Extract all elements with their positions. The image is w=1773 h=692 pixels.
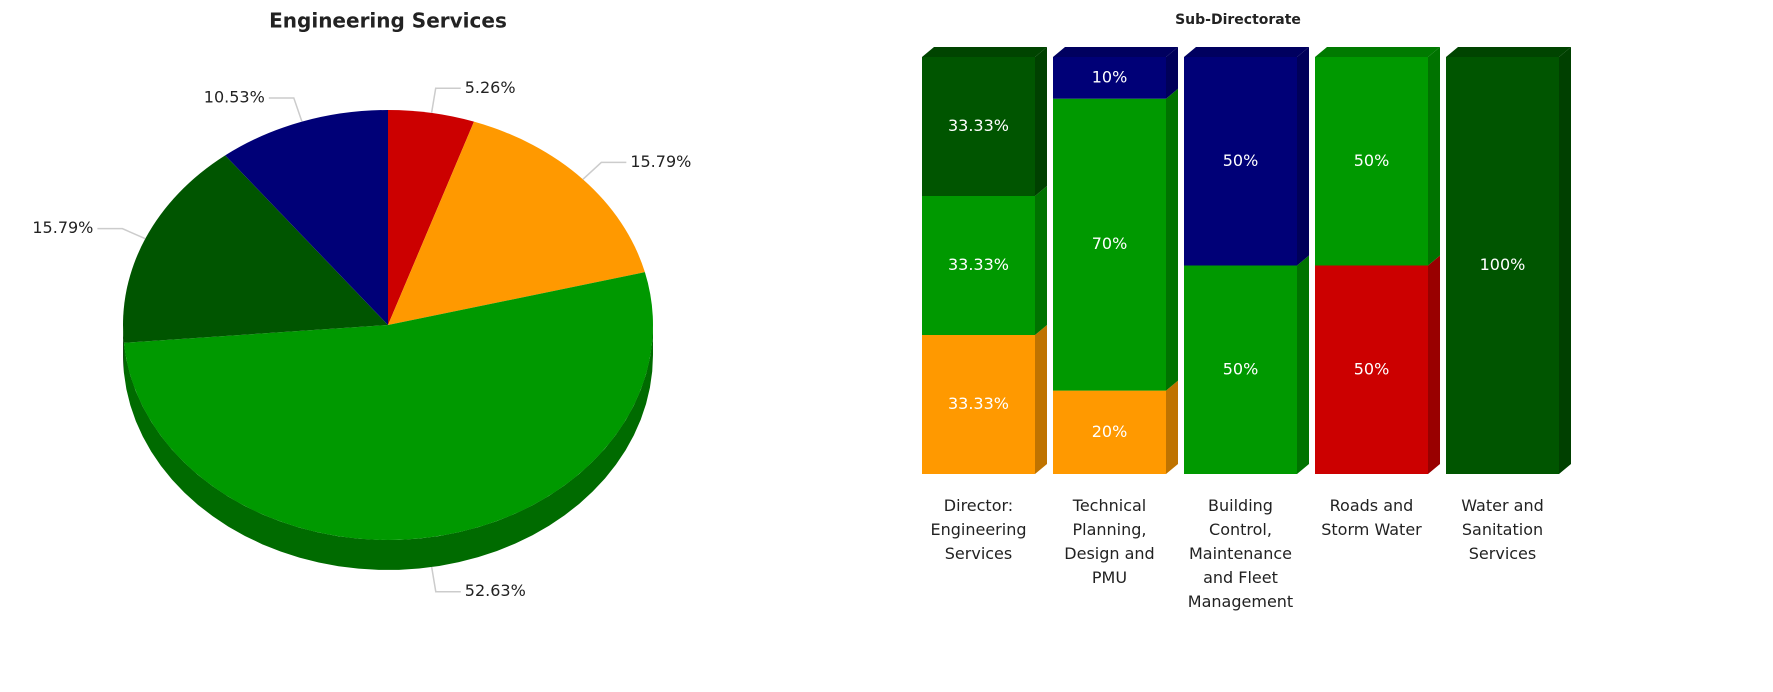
pie-slice: [388, 110, 474, 325]
leader-line: [268, 97, 303, 122]
pie-label: 10.53%: [204, 88, 265, 107]
bar-label: 20%: [1092, 422, 1128, 441]
bar-side: [1559, 47, 1571, 474]
bar-top: [1315, 47, 1440, 57]
bar-side: [1035, 186, 1047, 335]
x-tick-label: Technical Planning, Design and PMU: [1064, 496, 1154, 587]
bar-label: 50%: [1354, 151, 1390, 170]
bar-label: 70%: [1092, 234, 1128, 253]
pie-label: 5.26%: [465, 78, 516, 97]
bar-segment: [1053, 98, 1166, 391]
bar-segment: [1315, 57, 1428, 266]
x-tick-label: Building Control, Maintenance and Fleet Mana…: [1188, 496, 1293, 611]
bar-top: [1184, 47, 1309, 57]
bar-side: [1035, 47, 1047, 196]
bar-segment: [1315, 265, 1428, 474]
bar-label: 100%: [1480, 255, 1526, 274]
leader-line: [97, 227, 146, 240]
leader-line: [430, 566, 461, 593]
pie-slice: [123, 272, 654, 541]
pie-label: 52.63%: [465, 581, 526, 600]
pie-slice: [225, 110, 388, 325]
bar-label: 33.33%: [948, 255, 1009, 274]
bar-top: [1446, 47, 1571, 57]
pie-slice: [388, 121, 645, 326]
bar-side: [1166, 380, 1178, 474]
bar-label: 10%: [1092, 67, 1128, 86]
bar-side: [1428, 47, 1440, 266]
bar-segment: [1184, 265, 1297, 474]
pie-label: 15.79%: [630, 152, 691, 171]
pie-label: 15.79%: [32, 218, 93, 237]
bar-label: 50%: [1223, 359, 1259, 378]
bar-segment: [1053, 390, 1166, 474]
pie-side: [123, 325, 124, 373]
bar-top: [922, 47, 1047, 57]
bar-segment: [1184, 57, 1297, 266]
bar-segment: [1446, 57, 1559, 474]
bar-side: [1297, 47, 1309, 266]
x-tick-label: Director: Engineering Services: [931, 496, 1027, 563]
bar-label: 50%: [1223, 151, 1259, 170]
bar-side: [1035, 325, 1047, 474]
bar-side: [1166, 47, 1178, 99]
bar-segment: [922, 335, 1035, 474]
pie-slice: [122, 155, 388, 343]
x-tick-label: Roads and Storm Water: [1321, 496, 1422, 539]
bar-segment: [922, 57, 1035, 196]
bar-top: [1053, 47, 1178, 57]
bar-segment: [1053, 57, 1166, 99]
bar-label: 33.33%: [948, 394, 1009, 413]
x-tick-label: Water and Sanitation Services: [1461, 496, 1543, 563]
leader-line: [582, 161, 627, 180]
bar-side: [1166, 88, 1178, 391]
bar-title: Sub-Directorate: [1175, 12, 1301, 28]
bar-side: [1428, 255, 1440, 474]
bar-label: 50%: [1354, 359, 1390, 378]
bar-label: 33.33%: [948, 116, 1009, 135]
pie-title: Engineering Services: [269, 9, 507, 33]
leader-line: [430, 87, 461, 114]
bar-segment: [922, 196, 1035, 335]
bar-side: [1297, 255, 1309, 474]
